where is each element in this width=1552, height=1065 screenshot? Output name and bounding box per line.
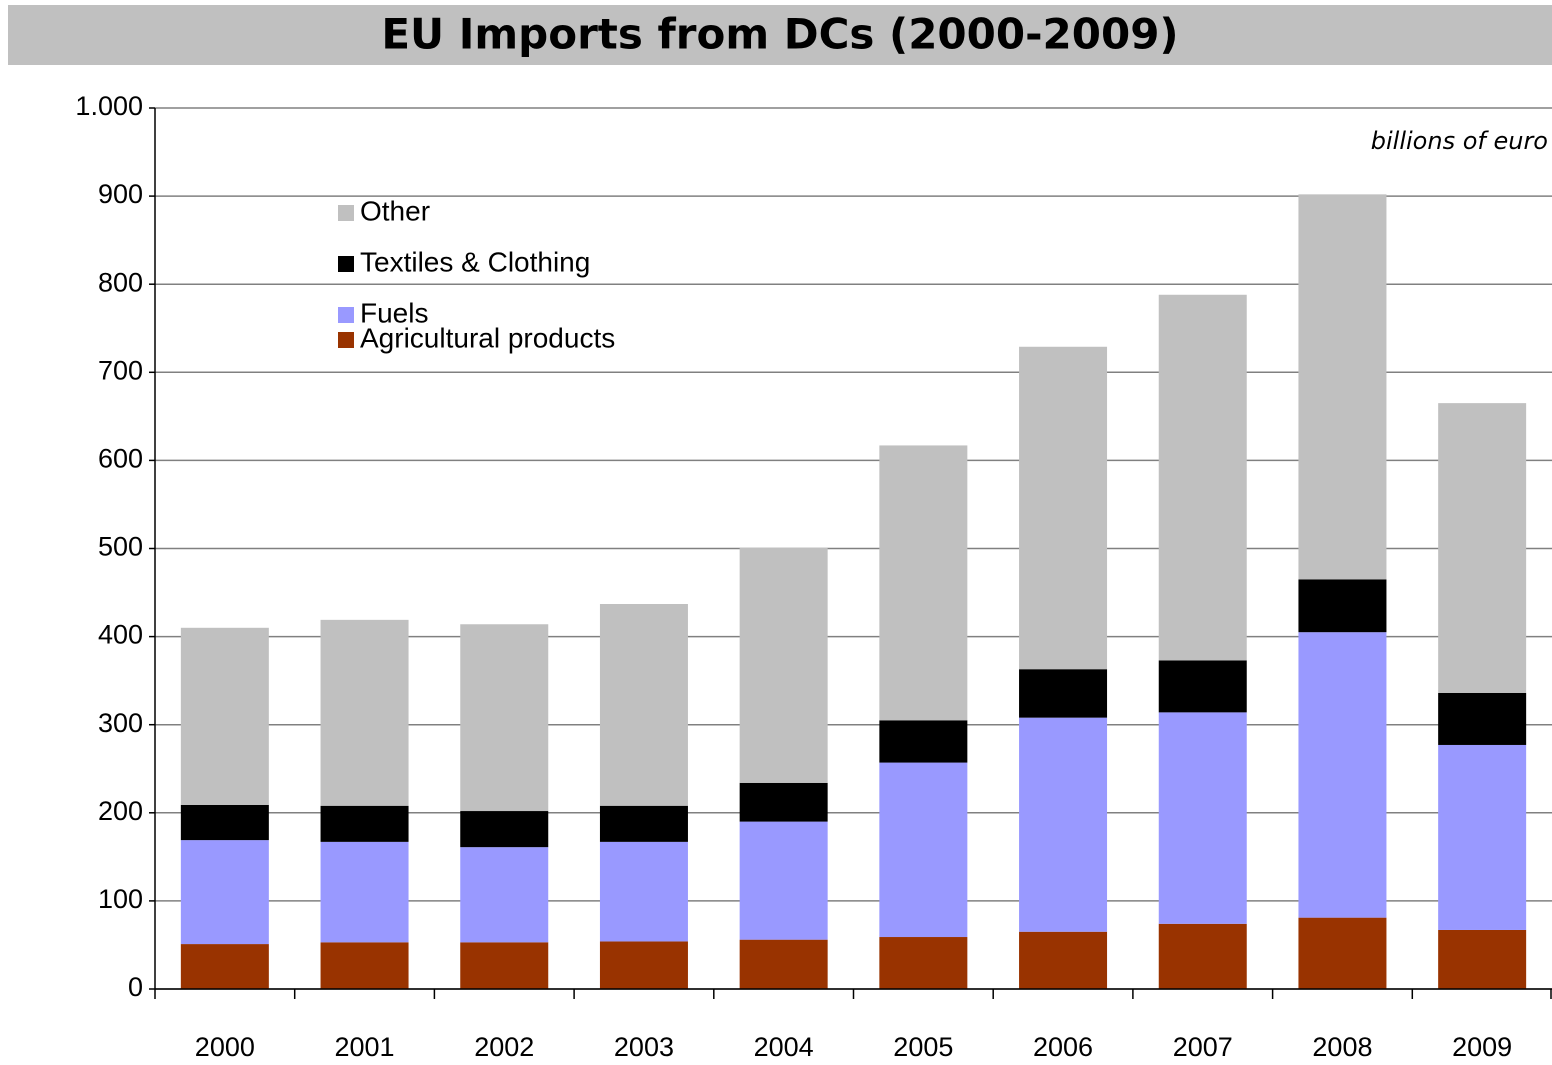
x-tick-label: 2000	[195, 1032, 255, 1062]
bar-segment	[320, 619, 409, 806]
bar-segment	[320, 841, 409, 943]
bar-segment	[1158, 660, 1247, 713]
bar-segment	[180, 944, 269, 989]
bar-segment	[879, 762, 968, 938]
bar-segment	[739, 821, 828, 940]
legend-swatch	[338, 256, 354, 272]
y-tick-label: 200	[98, 796, 143, 826]
bar-segment	[180, 804, 269, 841]
title-bar	[8, 5, 1552, 65]
y-tick-label: 500	[98, 532, 143, 562]
x-tick-label: 2001	[335, 1032, 395, 1062]
y-tick-label: 800	[98, 267, 143, 297]
bar-segment	[599, 841, 688, 942]
legend-swatch	[338, 307, 354, 323]
bar-segment	[460, 624, 549, 812]
bar-segment	[739, 782, 828, 822]
bar-segment	[180, 627, 269, 805]
x-tick-label: 2007	[1173, 1032, 1233, 1062]
y-tick-label: 1.000	[75, 91, 143, 121]
bar-segment	[1298, 579, 1387, 633]
legend-label: Agricultural products	[360, 322, 615, 353]
bar-segment	[1019, 717, 1108, 932]
bar-segment	[460, 811, 549, 848]
legend-label: Fuels	[360, 297, 428, 328]
bar-segment	[1158, 294, 1247, 661]
unit-annotation: billions of euro	[1371, 127, 1548, 155]
bar-segment	[460, 942, 549, 989]
x-tick-label: 2009	[1452, 1032, 1512, 1062]
y-tick-label: 400	[98, 620, 143, 650]
chart-title: EU Imports from DCs (2000-2009)	[381, 10, 1178, 59]
bar-segment	[320, 942, 409, 989]
bar-segment	[1019, 346, 1108, 670]
bar-segment	[879, 720, 968, 763]
bar-segment	[879, 937, 968, 989]
x-tick-label: 2005	[893, 1032, 953, 1062]
x-tick-label: 2004	[754, 1032, 814, 1062]
bar-segment	[599, 604, 688, 806]
bar-segment	[1158, 712, 1247, 924]
bar-segment	[1019, 669, 1108, 718]
bar-segment	[599, 805, 688, 842]
bar-segment	[320, 805, 409, 842]
bar-segment	[1298, 194, 1387, 580]
bar-segment	[1438, 403, 1527, 693]
x-tick-label: 2006	[1033, 1032, 1093, 1062]
x-tick-label: 2002	[474, 1032, 534, 1062]
bar-segment	[739, 547, 828, 783]
bar-segment	[1298, 917, 1387, 989]
legend-label: Other	[360, 195, 430, 226]
bar-segment	[1438, 929, 1527, 989]
bar-segment	[1438, 692, 1527, 745]
legend-swatch	[338, 332, 354, 348]
bar-segment	[879, 445, 968, 721]
bar-segment	[1438, 744, 1527, 930]
y-tick-label: 600	[98, 444, 143, 474]
y-tick-label: 300	[98, 708, 143, 738]
bar-segment	[1019, 931, 1108, 989]
y-tick-label: 700	[98, 355, 143, 385]
legend-label: Textiles & Clothing	[360, 246, 590, 277]
bar-segment	[599, 941, 688, 989]
legend-swatch	[338, 205, 354, 221]
bar-segment	[1298, 632, 1387, 918]
y-tick-label: 0	[128, 972, 143, 1002]
x-tick-label: 2008	[1312, 1032, 1372, 1062]
bar-segment	[739, 939, 828, 989]
bar-segment	[180, 840, 269, 945]
y-tick-label: 100	[98, 884, 143, 914]
y-tick-label: 900	[98, 179, 143, 209]
bar-segment	[460, 847, 549, 943]
x-tick-label: 2003	[614, 1032, 674, 1062]
bar-segment	[1158, 923, 1247, 989]
